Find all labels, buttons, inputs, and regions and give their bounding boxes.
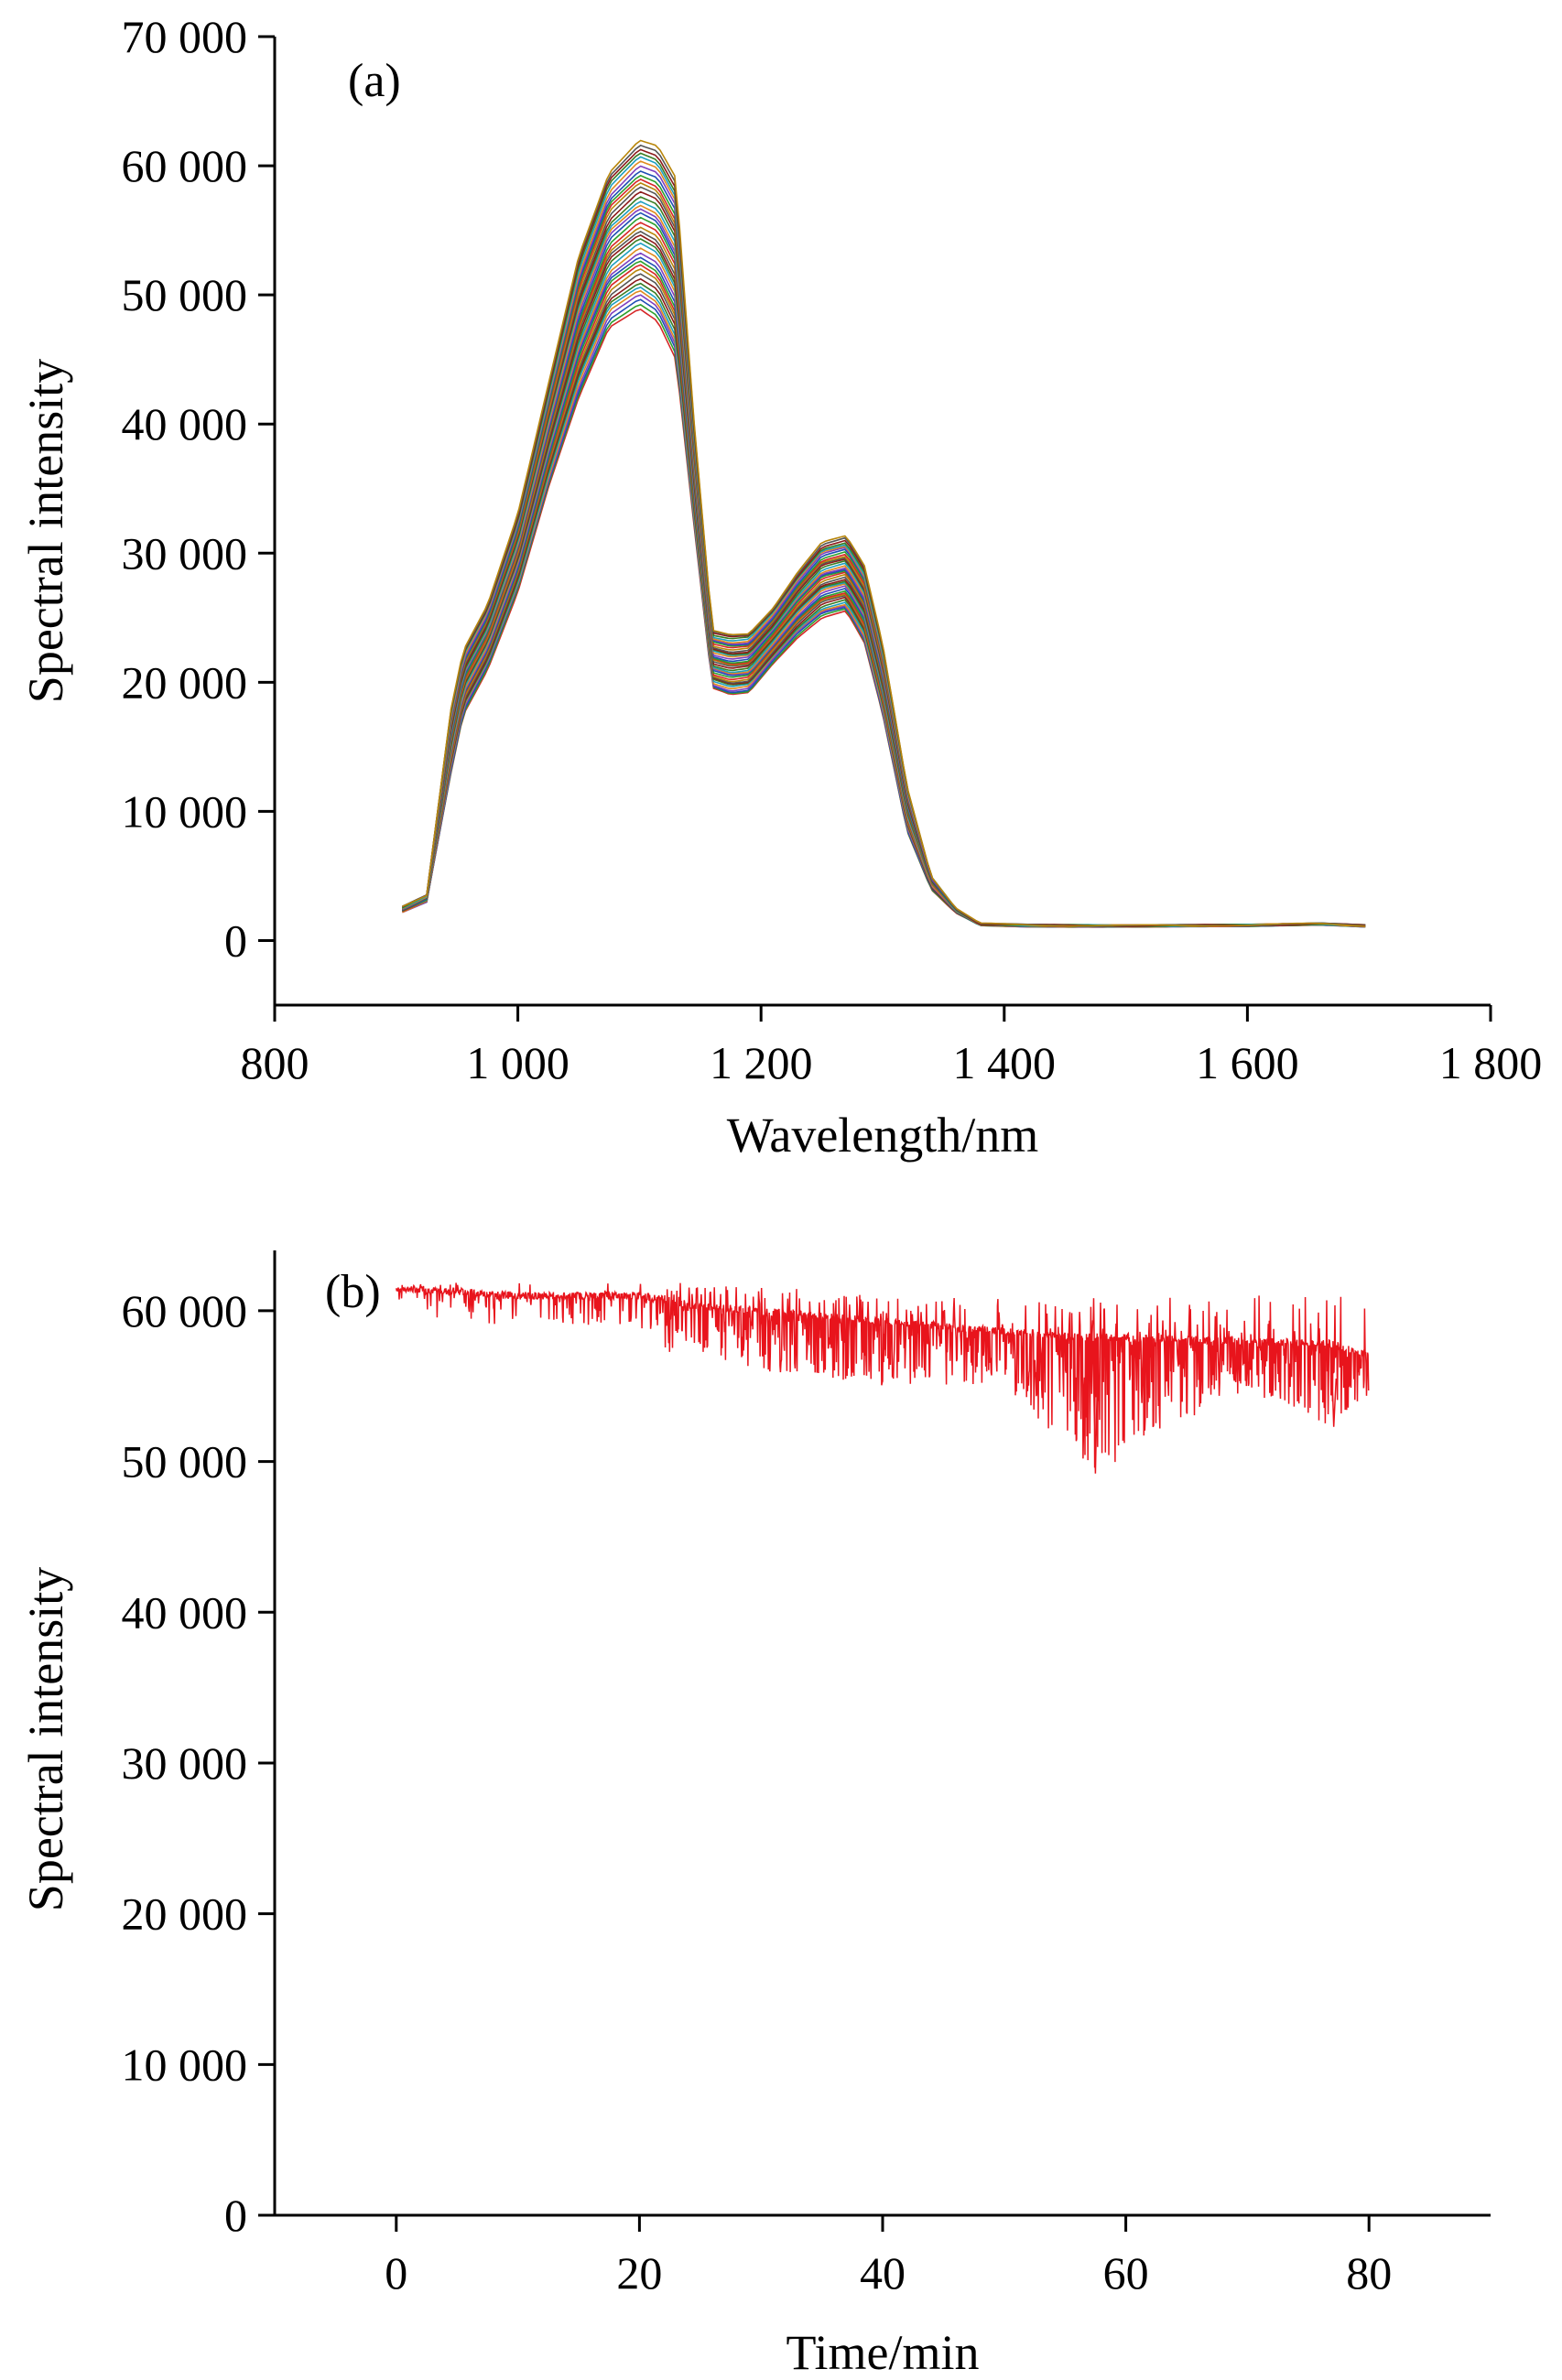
panel-a-x-tick-label: 1 400 xyxy=(953,1037,1057,1088)
panel-b-time-series-line xyxy=(396,1282,1370,1474)
panel-a-spectrum-line xyxy=(402,238,1366,928)
panel-a-spectrum-line xyxy=(402,242,1366,928)
panel-b-x-tick-label: 0 xyxy=(385,2247,407,2299)
panel-a-spectrum-line xyxy=(402,289,1366,928)
panel-b-y-axis-title: Spectral intensity xyxy=(18,1567,73,1911)
panel-a-spectrum-line xyxy=(402,234,1366,928)
panel-a-spectrum-line xyxy=(402,222,1366,927)
panel-a-spectrum-line xyxy=(402,204,1366,928)
panel-a-spectrum-line xyxy=(402,181,1366,927)
panel-a-spectrum-line xyxy=(402,144,1366,927)
panel-a-y-tick-label: 40 000 xyxy=(122,398,248,449)
panel-a-x-ticks: 800 1 000 1 200 1 400 1 600 1 800 xyxy=(241,1005,1543,1088)
panel-a-spectrum-line xyxy=(402,186,1366,927)
panel-b-label: (b) xyxy=(325,1266,381,1318)
panel-a-spectrum-line xyxy=(402,170,1366,927)
panel-a-spectrum-line xyxy=(402,216,1366,927)
panel-a-y-tick-label: 20 000 xyxy=(122,656,248,708)
panel-a-spectrum-line xyxy=(402,174,1366,927)
panel-b-x-tick-label: 60 xyxy=(1103,2247,1149,2299)
panel-a-y-tick-label: 60 000 xyxy=(122,140,248,191)
panel-a-spectrum-line xyxy=(402,148,1366,927)
panel-b-y-tick-label: 0 xyxy=(224,2190,247,2241)
panel-b-x-tick-label: 20 xyxy=(616,2247,662,2299)
panel-a-series-group xyxy=(402,139,1366,928)
panel-a-spectrum-line xyxy=(402,252,1366,928)
panel-a-spectrum-line xyxy=(402,190,1366,927)
panel-a-spectrum-line xyxy=(402,282,1366,928)
panel-a-spectrum-line xyxy=(402,211,1366,927)
panel-a-spectrum-line xyxy=(402,156,1366,927)
panel-a-label: (a) xyxy=(348,55,401,107)
panel-a-x-tick-label: 800 xyxy=(241,1037,309,1088)
panel-b-x-tick-label: 80 xyxy=(1346,2247,1392,2299)
panel-a-spectrum-line xyxy=(402,260,1366,928)
panel-b-y-tick-label: 30 000 xyxy=(122,1737,248,1789)
panel-a-spectrum-line xyxy=(402,264,1366,928)
panel-a-x-tick-label: 1 800 xyxy=(1439,1037,1543,1088)
panel-b-y-tick-label: 40 000 xyxy=(122,1586,248,1638)
panel-a-x-tick-label: 1 200 xyxy=(710,1037,813,1088)
panel-a-y-tick-label: 70 000 xyxy=(122,11,248,62)
panel-a-spectrum-line xyxy=(402,277,1366,928)
panel-a-spectrum-line xyxy=(402,139,1366,927)
panel-a-spectrum-line xyxy=(402,208,1366,928)
panel-b-x-ticks: 0 20 40 60 80 xyxy=(385,2215,1392,2299)
panel-a-spectrum-line xyxy=(402,230,1366,928)
panel-a-spectrum-line xyxy=(402,256,1366,928)
panel-b-y-tick-label: 50 000 xyxy=(122,1436,248,1488)
panel-a-x-tick-label: 1 000 xyxy=(466,1037,569,1088)
panel-b-y-ticks: 0 10 000 20 000 30 000 40 000 50 000 60 000 xyxy=(122,1285,275,2241)
panel-a-spectrum-line xyxy=(402,196,1366,927)
panel-a-y-axis-title: Spectral intensity xyxy=(18,359,73,703)
panel-a-spectrum-line xyxy=(402,200,1366,927)
panel-a-spectrum-line xyxy=(402,273,1366,928)
panel-a-spectrum-line xyxy=(402,226,1366,928)
panel-a: 0 10 000 20 000 30 000 40 000 50 000 60 000 70 … xyxy=(18,11,1542,1163)
panel-b-y-tick-label: 20 000 xyxy=(122,1888,248,1940)
panel-a-spectrum-line xyxy=(402,165,1366,927)
panel-a-x-axis-title: Wavelength/nm xyxy=(727,1108,1039,1163)
panel-b-x-tick-label: 40 xyxy=(860,2247,906,2299)
panel-a-spectrum-line xyxy=(402,160,1366,927)
panel-b-x-axis-title: Time/min xyxy=(786,2325,979,2380)
panel-a-y-tick-label: 0 xyxy=(224,914,247,966)
panel-b-y-tick-label: 10 000 xyxy=(122,2039,248,2090)
panel-a-y-tick-label: 30 000 xyxy=(122,527,248,579)
panel-a-spectrum-line xyxy=(402,152,1366,927)
panel-a-spectrum-line xyxy=(402,287,1366,928)
panel-b-series-group xyxy=(396,1282,1370,1474)
panel-a-y-ticks: 0 10 000 20 000 30 000 40 000 50 000 60 000 70 … xyxy=(122,11,275,966)
panel-a-spectrum-line xyxy=(402,247,1366,928)
panel-a-y-tick-label: 50 000 xyxy=(122,269,248,320)
panel-a-spectrum-line xyxy=(402,178,1366,927)
panel-b-y-tick-label: 60 000 xyxy=(122,1285,248,1336)
panel-a-spectrum-line xyxy=(402,268,1366,928)
panel-b: 0 10 000 20 000 30 000 40 000 50 000 60 000 0 2… xyxy=(18,1250,1491,2380)
panel-a-y-tick-label: 10 000 xyxy=(122,785,248,837)
panel-a-x-tick-label: 1 600 xyxy=(1196,1037,1299,1088)
